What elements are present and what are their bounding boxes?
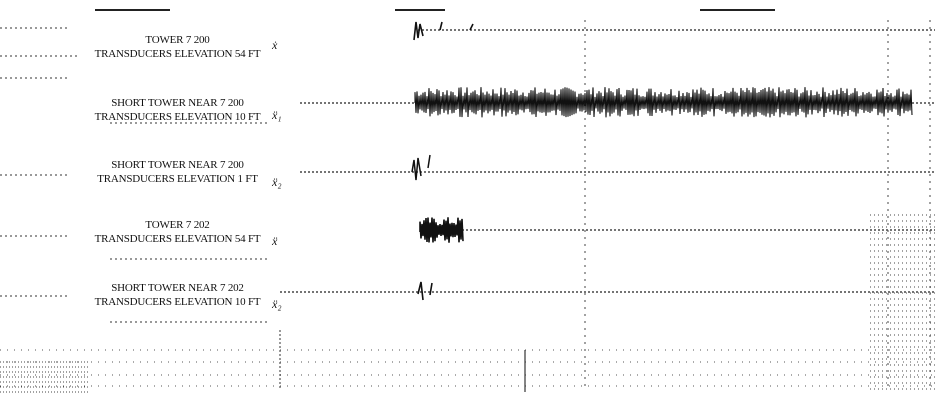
trace-label-4-line2: TRANSDUCERS ELEVATION 54 FT — [94, 233, 261, 245]
trace-symbol-1: ẋ — [272, 38, 278, 52]
trace-label-1: TOWER 7 200 TRANSDUCERS ELEVATION 54 FT — [70, 33, 285, 61]
trace-label-4-line1: TOWER 7 202 — [145, 219, 210, 231]
trace-label-1-line1: TOWER 7 200 — [145, 34, 210, 46]
trace-symbol-2: ẍ₁ — [272, 108, 282, 122]
trace-label-3-line2: TRANSDUCERS ELEVATION 1 FT — [97, 173, 258, 185]
trace-label-5-line1: SHORT TOWER NEAR 7 202 — [111, 282, 244, 294]
trace-label-5: SHORT TOWER NEAR 7 202 TRANSDUCERS ELEVA… — [70, 281, 285, 309]
trace-label-5-line2: TRANSDUCERS ELEVATION 10 FT — [94, 296, 261, 308]
trace-label-2-line2: TRANSDUCERS ELEVATION 10 FT — [94, 111, 261, 123]
trace-3-signal — [411, 154, 431, 181]
trace-5-signal — [417, 281, 433, 301]
trace-symbol-4: ẍ — [272, 234, 278, 248]
trace-symbol-5: ẍ₂ — [272, 297, 282, 311]
trace-label-1-line2: TRANSDUCERS ELEVATION 54 FT — [94, 48, 261, 60]
trace-label-3-line1: SHORT TOWER NEAR 7 200 — [111, 159, 244, 171]
trace-symbol-3: ẍ₂ — [272, 175, 282, 189]
trace-4-signal — [419, 217, 464, 243]
trace-label-2-line1: SHORT TOWER NEAR 7 200 — [111, 97, 244, 109]
trace-1-signal — [413, 21, 474, 41]
trace-label-3: SHORT TOWER NEAR 7 200 TRANSDUCERS ELEVA… — [70, 158, 285, 186]
trace-label-4: TOWER 7 202 TRANSDUCERS ELEVATION 54 FT — [70, 218, 285, 246]
trace-2-signal — [414, 87, 913, 118]
trace-label-2: SHORT TOWER NEAR 7 200 TRANSDUCERS ELEVA… — [70, 96, 285, 124]
